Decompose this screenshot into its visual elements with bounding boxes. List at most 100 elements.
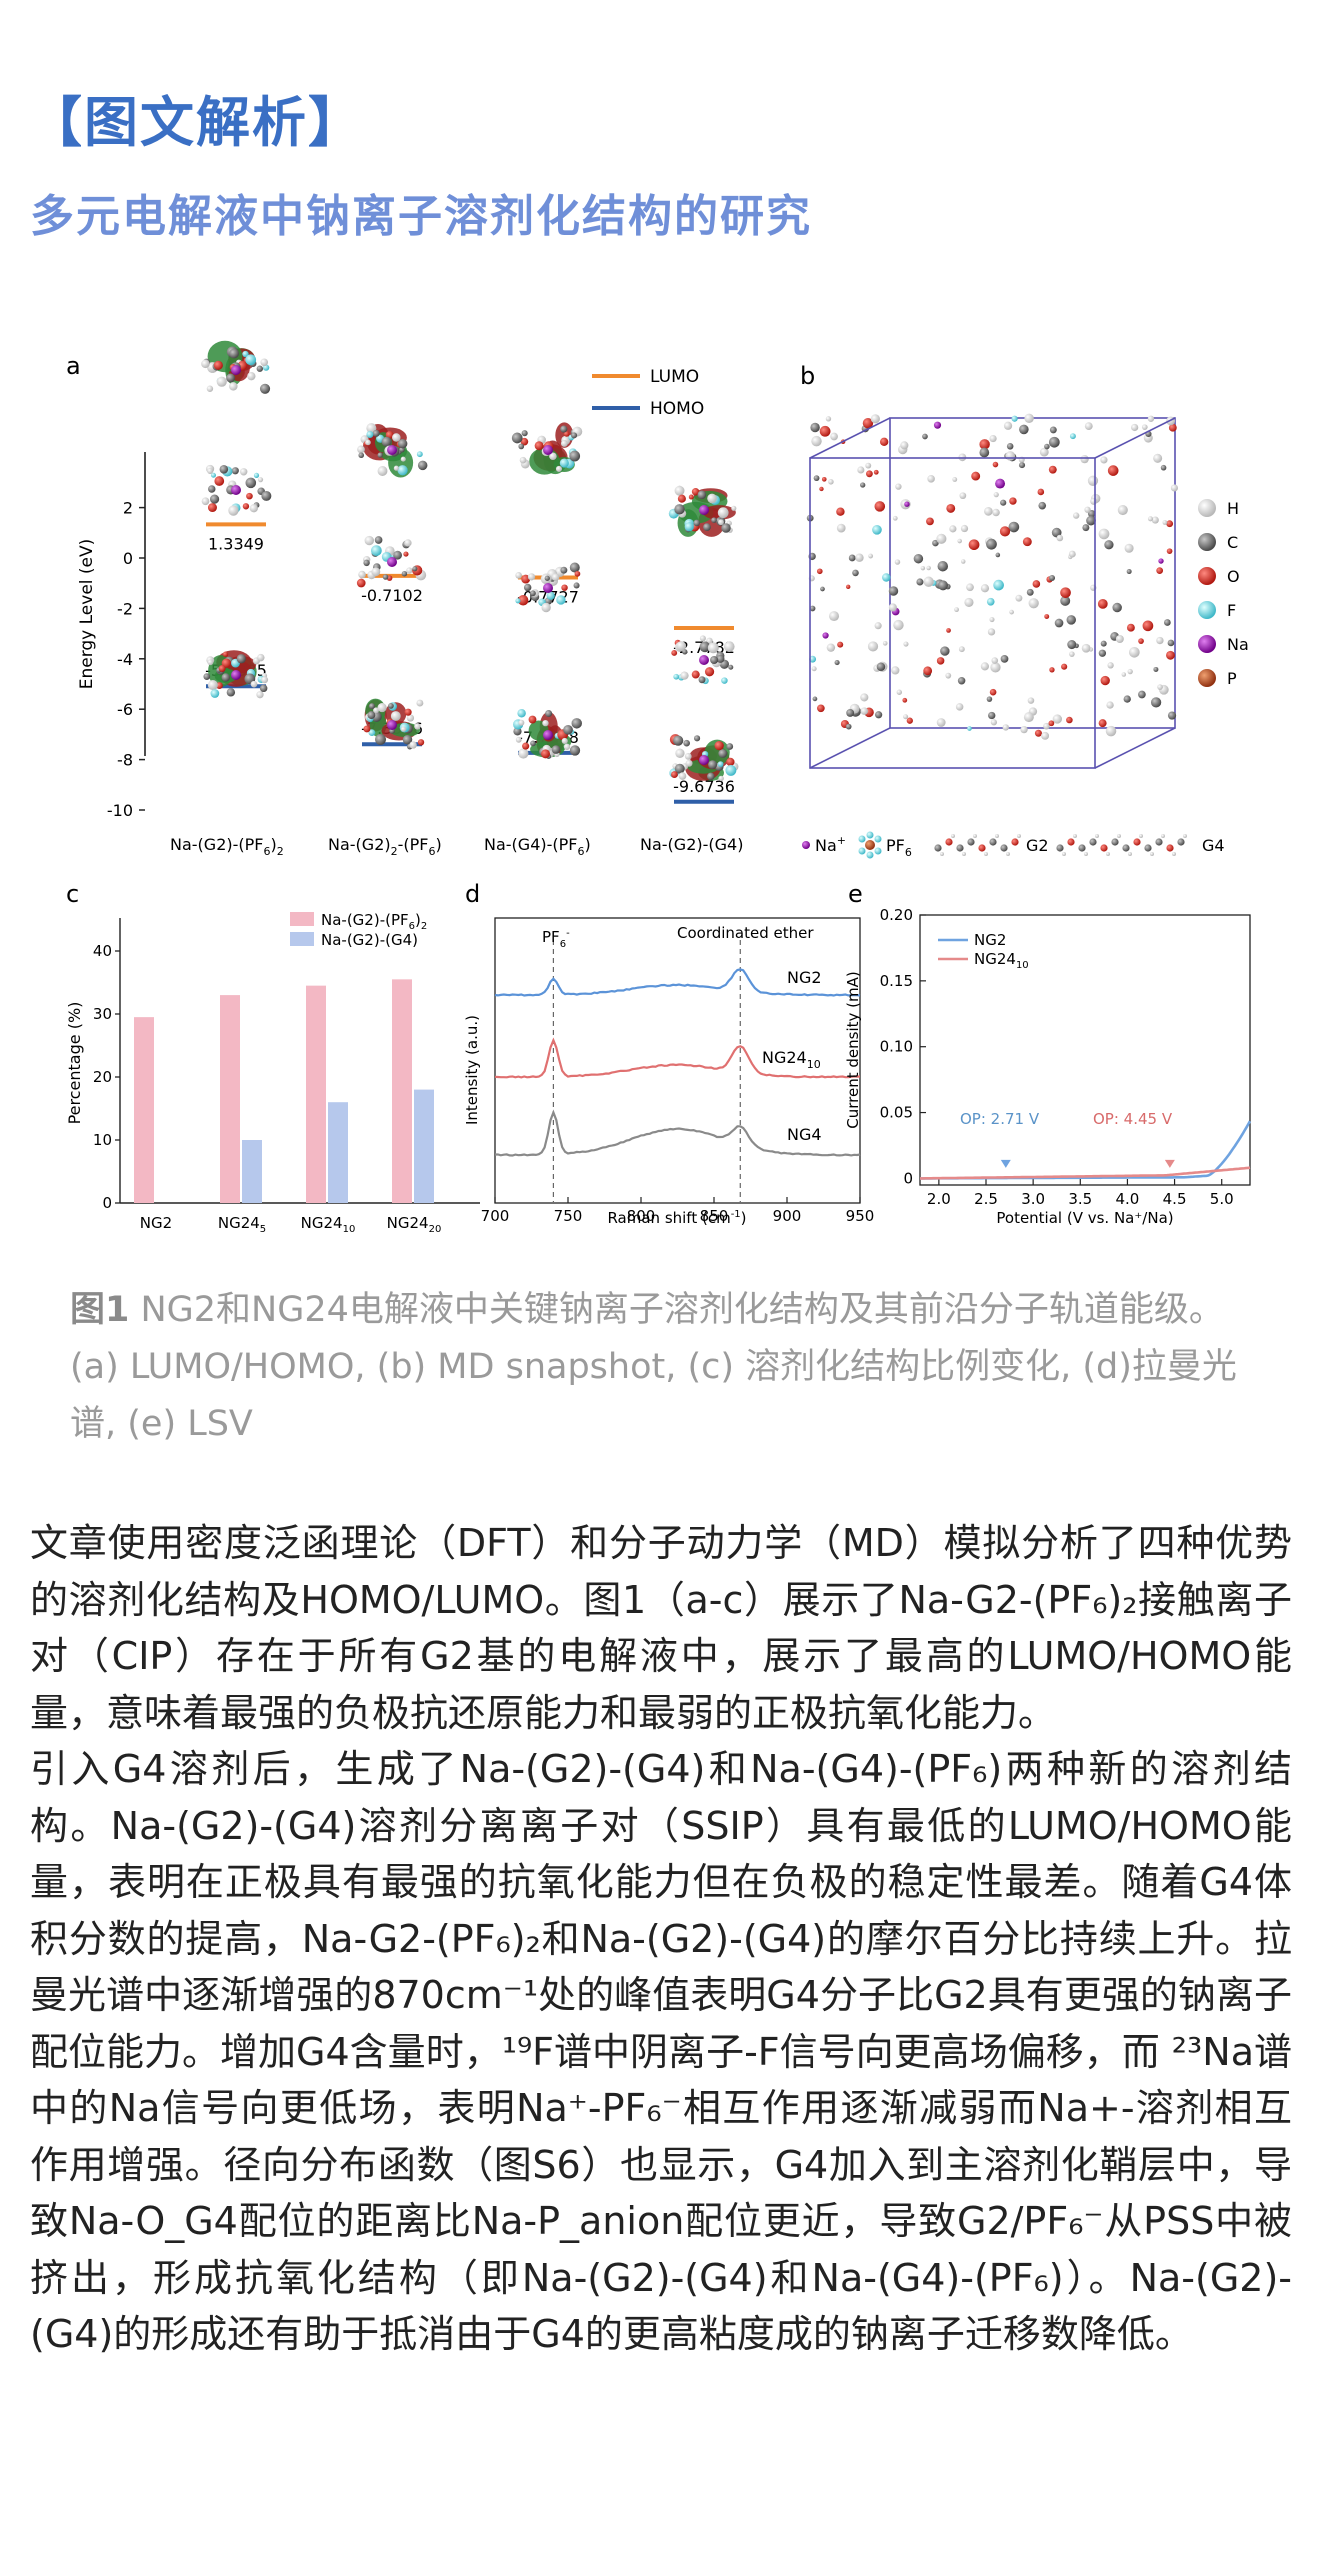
ytick-label: 0 [102,1194,112,1212]
panel-c: c Percentage (%) 0 10 20 30 40 NG2 NG245 NG241… [65,880,480,1235]
panel-d-spectra [494,940,861,1202]
ytick-label: -10 [107,801,133,820]
molecule-sketch [668,485,737,537]
mol-legend-pf6: PF6 [886,836,912,859]
ytick-label: 20 [93,1068,112,1086]
op-label-ng24: OP: 4.45 V [1093,1110,1173,1128]
ytick-label: 30 [93,1005,112,1023]
homo-value: -9.6736 [673,777,735,796]
bar [392,979,412,1203]
molecule-sketch [513,708,582,760]
panel-a-structure-names: Na-(G2)-(PF6)2 Na-(G2)2-(PF6) Na-(G4)-(P… [170,835,743,858]
panel-a-legend: LUMO HOMO [592,367,704,419]
molecule-sketch [203,650,269,699]
caption-text: NG2和NG24电解液中关键钠离子溶剂化结构及其前沿分子轨道能级。(a) LUM… [70,1290,1237,1444]
ytick-label: -8 [117,751,133,770]
series-label-ng4: NG4 [787,1125,822,1144]
molecule-sketch [669,734,739,782]
spectrum-line [495,1109,861,1157]
molecule-sketch [671,635,735,685]
bar [220,995,240,1203]
atom-label: F [1227,601,1236,620]
lsv-curve [920,1120,1252,1180]
molecule-sketch [357,423,428,478]
panel-a-molecules [201,340,739,782]
panel-e-letter: e [848,880,863,908]
ytick-label: 0 [123,549,133,568]
atom-label: P [1227,669,1237,688]
panel-c-categories: NG2 NG245 NG2410 NG2420 [140,1214,442,1235]
legend-series-1: Na-(G2)-(PF6)2 [321,911,427,932]
op-marker [1164,1159,1175,1168]
body-text: 文章使用密度泛函理论（DFT）和分子动力学（MD）模拟分析了四种优势的溶剂化结构… [30,1515,1292,2363]
structure-name-1: Na-(G2)-(PF6)2 [170,835,284,858]
panel-c-ylabel: Percentage (%) [65,1002,84,1125]
series-label-ng2: NG2 [787,968,822,987]
atom-label: C [1227,533,1238,552]
ytick-label: 40 [93,942,112,960]
bar [328,1102,348,1203]
body-paragraph-1: 文章使用密度泛函理论（DFT）和分子动力学（MD）模拟分析了四种优势的溶剂化结构… [30,1521,1292,1735]
xtick-label: 2.5 [974,1190,998,1208]
panel-d-frame [494,917,861,1204]
mol-legend-na: Na+ [815,834,846,855]
bar [242,1140,262,1203]
ytick-label: -4 [117,650,133,669]
atom-swatch [1198,533,1216,551]
atom-label: Na [1227,635,1249,654]
ytick-label: 10 [93,1131,112,1149]
ytick-label: 2 [123,499,133,518]
atom-label: O [1227,567,1240,586]
legend-lumo: LUMO [650,367,699,387]
body-paragraph-2: 引入G4溶剂后，生成了Na-(G2)-(G4)和Na-(G4)-(PF₆)两种新… [30,1747,1292,2356]
lsv-curve [920,1166,1251,1180]
op-marker [1000,1159,1011,1168]
panel-a-ylabel: Energy Level (eV) [77,539,97,690]
ytick-label: 0 [903,1169,913,1187]
bar [134,1017,154,1203]
molecule-sketch [356,535,427,588]
xtick-label: 4.0 [1115,1190,1139,1208]
atom-swatch [1198,635,1216,653]
panel-a: a Energy Level (eV) 2 0 -2 -4 -6 -8 -10 LUMO H… [66,340,743,858]
category-label: NG2420 [387,1214,442,1235]
legend-series-2: Na-(G2)-(G4) [321,931,418,949]
panel-c-legend: Na-(G2)-(PF6)2 Na-(G2)-(G4) [290,911,427,949]
article-title: 多元电解液中钠离子溶剂化结构的研究 [30,191,812,242]
panel-e-frame [919,914,1251,1186]
figure-caption: 图1 NG2和NG24电解液中关键钠离子溶剂化结构及其前沿分子轨道能级。(a) … [70,1282,1270,1453]
bar [414,1089,434,1203]
molecule-sketch [201,340,271,394]
op-label-ng2: OP: 2.71 V [960,1110,1040,1128]
xtick-label: 750 [554,1207,583,1225]
category-label: NG2 [140,1214,172,1232]
panel-e: e Current density (mA) 2.0 2.5 3.0 3.5 4.0 4.… [844,880,1252,1227]
atom-swatch [1198,567,1216,585]
panel-e-ticks: 2.0 2.5 3.0 3.5 4.0 4.5 5.0 0 0.05 0.10 0.15 0.20 [880,906,1234,1208]
bar [306,985,326,1203]
panel-b-letter: b [800,362,815,390]
xtick-label: 4.5 [1163,1190,1187,1208]
panel-e-ylabel: Current density (mA) [844,971,862,1128]
atom-swatch [1198,601,1216,619]
ytick-label: 0.15 [880,972,913,990]
panel-e-xlabel: Potential (V vs. Na⁺/Na) [996,1209,1173,1227]
annotation-coordinated-ether: Coordinated ether [677,924,814,942]
panel-e-legend: NG2 NG2410 [938,931,1029,971]
panel-d-letter: d [465,880,480,908]
atom-swatch [1198,499,1216,517]
panel-a-levels: 1.3349-5.0885-0.7102-7.3906-0.7727-7.730… [205,522,735,804]
xtick-label: 950 [846,1207,875,1225]
xtick-label: 700 [481,1207,510,1225]
panel-a-yticks: 2 0 -2 -4 -6 -8 -10 [107,499,145,820]
panel-d-xlabel: Raman shift (cm-1) [607,1209,746,1227]
xtick-label: 2.0 [927,1190,951,1208]
ytick-label: 0.10 [880,1038,913,1056]
series-label-ng24: NG2410 [762,1048,821,1071]
xtick-label: 900 [773,1207,802,1225]
ytick-label: -6 [117,700,133,719]
category-label: NG245 [218,1214,266,1235]
ytick-label: 0.20 [880,906,913,924]
mol-legend-g4: G4 [1202,836,1225,855]
